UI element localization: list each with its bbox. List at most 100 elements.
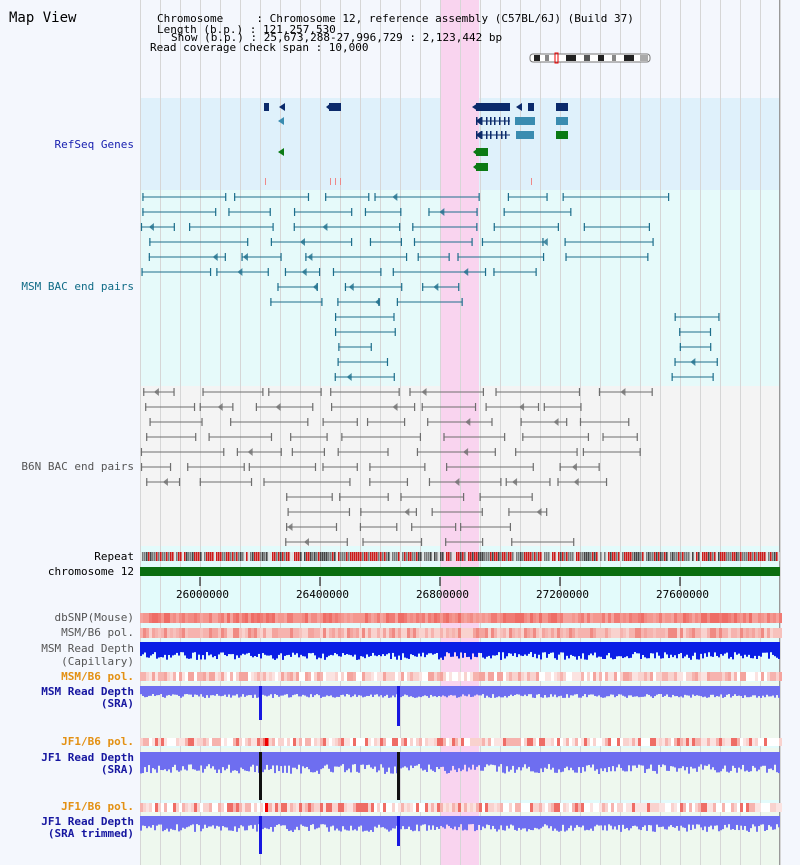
depth-bar [472, 686, 474, 697]
depth-bar [354, 686, 356, 695]
depth-bar [400, 642, 402, 660]
depth-bar [544, 816, 546, 825]
depth-bar [434, 752, 436, 773]
depth-bar [250, 816, 252, 826]
depth-bar [376, 752, 378, 773]
depth-bar [612, 642, 614, 660]
track-label-msm-pol-2[interactable]: MSM/B6 pol. [61, 670, 134, 683]
depth-bar [220, 642, 222, 653]
depth-bar [276, 752, 278, 766]
bac-end [458, 283, 460, 291]
depth-bar [336, 752, 338, 767]
heat-cell [227, 628, 230, 638]
track-label-refseq-genes[interactable]: RefSeq Genes [54, 138, 134, 151]
depth-bar [340, 816, 342, 832]
repeat-element [450, 552, 452, 561]
track-label-jf1-pol-2[interactable]: JF1/B6 pol. [61, 800, 134, 813]
heat-cell [533, 803, 536, 812]
depth-bar [566, 816, 568, 831]
heat-cell [143, 628, 146, 638]
depth-bar [614, 752, 616, 772]
depth-bar [702, 642, 704, 659]
track-label-jf1-pol-1[interactable]: JF1/B6 pol. [61, 735, 134, 748]
track-label-msm-depth-capillary[interactable]: MSM Read Depth [41, 642, 134, 655]
heat-cell [317, 628, 320, 638]
heat-cell [296, 803, 299, 812]
repeat-element [390, 552, 392, 561]
track-label-dbsnp[interactable]: dbSNP(Mouse) [54, 611, 134, 624]
track-label-msm-depth-sra[interactable]: MSM Read Depth [41, 685, 134, 698]
bac-end [535, 268, 537, 276]
depth-bar [440, 686, 442, 697]
bac-end [146, 478, 148, 486]
heat-cell [743, 803, 746, 812]
heat-cell [467, 613, 470, 623]
bac-arrow [346, 373, 352, 381]
repeat-element [466, 552, 468, 561]
depth-bar [374, 752, 376, 767]
depth-bar [718, 686, 720, 697]
depth-bar [746, 686, 748, 698]
repeat-element [524, 552, 526, 561]
heat-cell [521, 803, 524, 812]
bac-end [280, 448, 282, 456]
depth-bar [416, 686, 418, 698]
bac-end [531, 493, 533, 501]
depth-bar [428, 642, 430, 654]
repeat-element [624, 552, 626, 561]
heat-cell [164, 672, 167, 681]
heat-cell [257, 672, 260, 681]
heat-cell [716, 738, 719, 746]
heat-cell [653, 738, 656, 746]
heat-cell [716, 803, 719, 812]
depth-bar [420, 686, 422, 698]
depth-bar [650, 816, 652, 826]
track-label-repeat[interactable]: Repeat [94, 550, 134, 563]
repeat-element [170, 552, 172, 561]
heat-cell [200, 803, 203, 812]
depth-bar [572, 752, 574, 771]
depth-bar [560, 686, 562, 696]
heat-cell [755, 803, 758, 812]
depth-bar [770, 642, 772, 653]
depth-bar [612, 752, 614, 767]
depth-bar [324, 642, 326, 660]
bac-end [546, 193, 548, 201]
depth-bar [534, 816, 536, 828]
depth-bar [334, 816, 336, 831]
depth-bar [774, 816, 776, 830]
depth-bar [144, 752, 146, 768]
depth-bar [168, 686, 170, 695]
depth-bar [406, 816, 408, 830]
depth-bar [140, 642, 142, 656]
repeat-element [636, 552, 638, 561]
heat-cell [194, 613, 197, 623]
depth-bar [662, 642, 664, 659]
depth-bar [584, 642, 586, 660]
heat-cell [758, 628, 761, 638]
depth-bar [256, 752, 258, 766]
track-label-msm-bac[interactable]: MSM BAC end pairs [21, 280, 134, 293]
depth-bar [736, 752, 738, 773]
heat-cell [320, 613, 323, 623]
depth-bar [690, 686, 692, 698]
heat-cell [767, 628, 770, 638]
depth-bar [338, 642, 340, 657]
heat-cell [668, 803, 671, 812]
bac-end [232, 403, 234, 411]
repeat-element [400, 552, 402, 561]
track-label-jf1-depth-sra[interactable]: JF1 Read Depth [41, 751, 134, 764]
track-label-b6n-bac[interactable]: B6N BAC end pairs [21, 460, 134, 473]
heat-cell [611, 803, 614, 812]
track-label-msm-pol-1[interactable]: MSM/B6 pol. [61, 626, 134, 639]
repeat-element [582, 552, 584, 561]
repeat-element [530, 552, 532, 561]
heat-cell [599, 803, 602, 812]
depth-bar [590, 686, 592, 695]
heat-cell [500, 672, 503, 681]
heat-cell [275, 803, 278, 812]
depth-bar [706, 642, 708, 657]
track-label-jf1-depth-trimmed[interactable]: JF1 Read Depth [41, 815, 134, 828]
depth-bar [536, 686, 538, 695]
